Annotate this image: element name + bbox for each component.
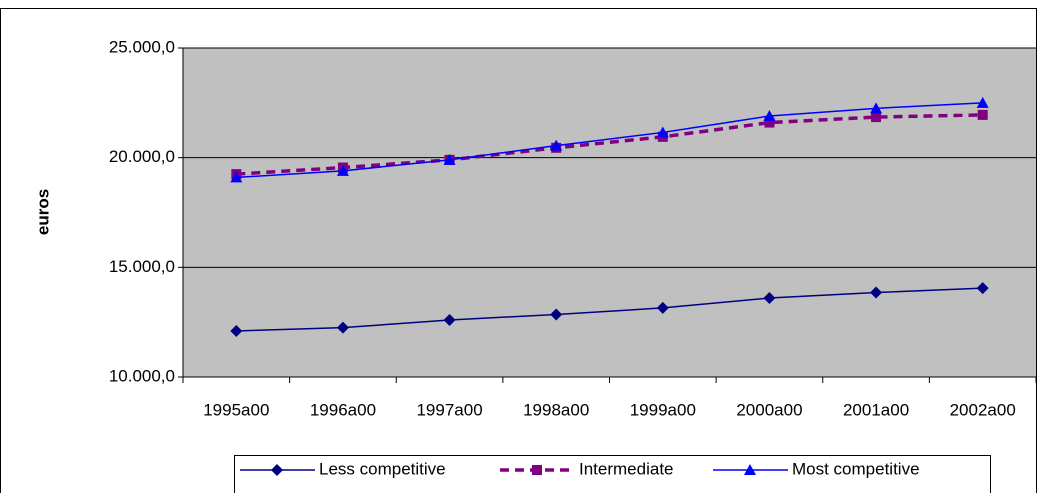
series-line <box>236 287 983 332</box>
marker <box>977 109 988 120</box>
legend-label: Most competitive <box>792 459 920 478</box>
y-tick-label: 10.000,0 <box>109 366 175 385</box>
x-tick-label: 2002a00 <box>950 400 1016 419</box>
marker <box>443 313 456 326</box>
marker <box>744 464 756 475</box>
marker <box>532 465 542 475</box>
x-tick-label: 1995a00 <box>203 400 269 419</box>
marker <box>764 117 775 128</box>
series-line <box>236 113 983 176</box>
x-tick-label: 1998a00 <box>523 400 589 419</box>
x-tick-label: 1997a00 <box>416 400 482 419</box>
marker <box>871 112 882 123</box>
marker <box>870 286 883 299</box>
x-tick-label: 2001a00 <box>843 400 909 419</box>
y-tick-label: 20.000,0 <box>109 147 175 166</box>
marker <box>271 464 283 476</box>
marker <box>656 301 669 314</box>
series-line <box>236 102 983 179</box>
marker <box>870 102 883 114</box>
legend-box <box>234 455 991 493</box>
marker <box>336 164 349 176</box>
plot-area <box>183 48 1036 377</box>
marker <box>443 153 456 165</box>
x-tick-label: 1996a00 <box>310 400 376 419</box>
y-axis-label: euros <box>33 189 52 235</box>
marker <box>976 96 989 108</box>
legend-label: Intermediate <box>579 459 674 478</box>
marker <box>336 321 349 334</box>
x-tick-label: 2000a00 <box>736 400 802 419</box>
marker <box>976 282 989 295</box>
marker <box>550 139 563 151</box>
marker <box>656 126 669 138</box>
y-tick-label: 25.000,0 <box>109 37 175 56</box>
x-tick-label: 1999a00 <box>630 400 696 419</box>
y-tick-label: 15.000,0 <box>109 257 175 276</box>
marker <box>230 324 243 337</box>
marker <box>763 109 776 121</box>
legend-label: Less competitive <box>319 459 446 478</box>
marker <box>550 308 563 321</box>
marker <box>763 292 776 305</box>
marker <box>230 171 243 183</box>
